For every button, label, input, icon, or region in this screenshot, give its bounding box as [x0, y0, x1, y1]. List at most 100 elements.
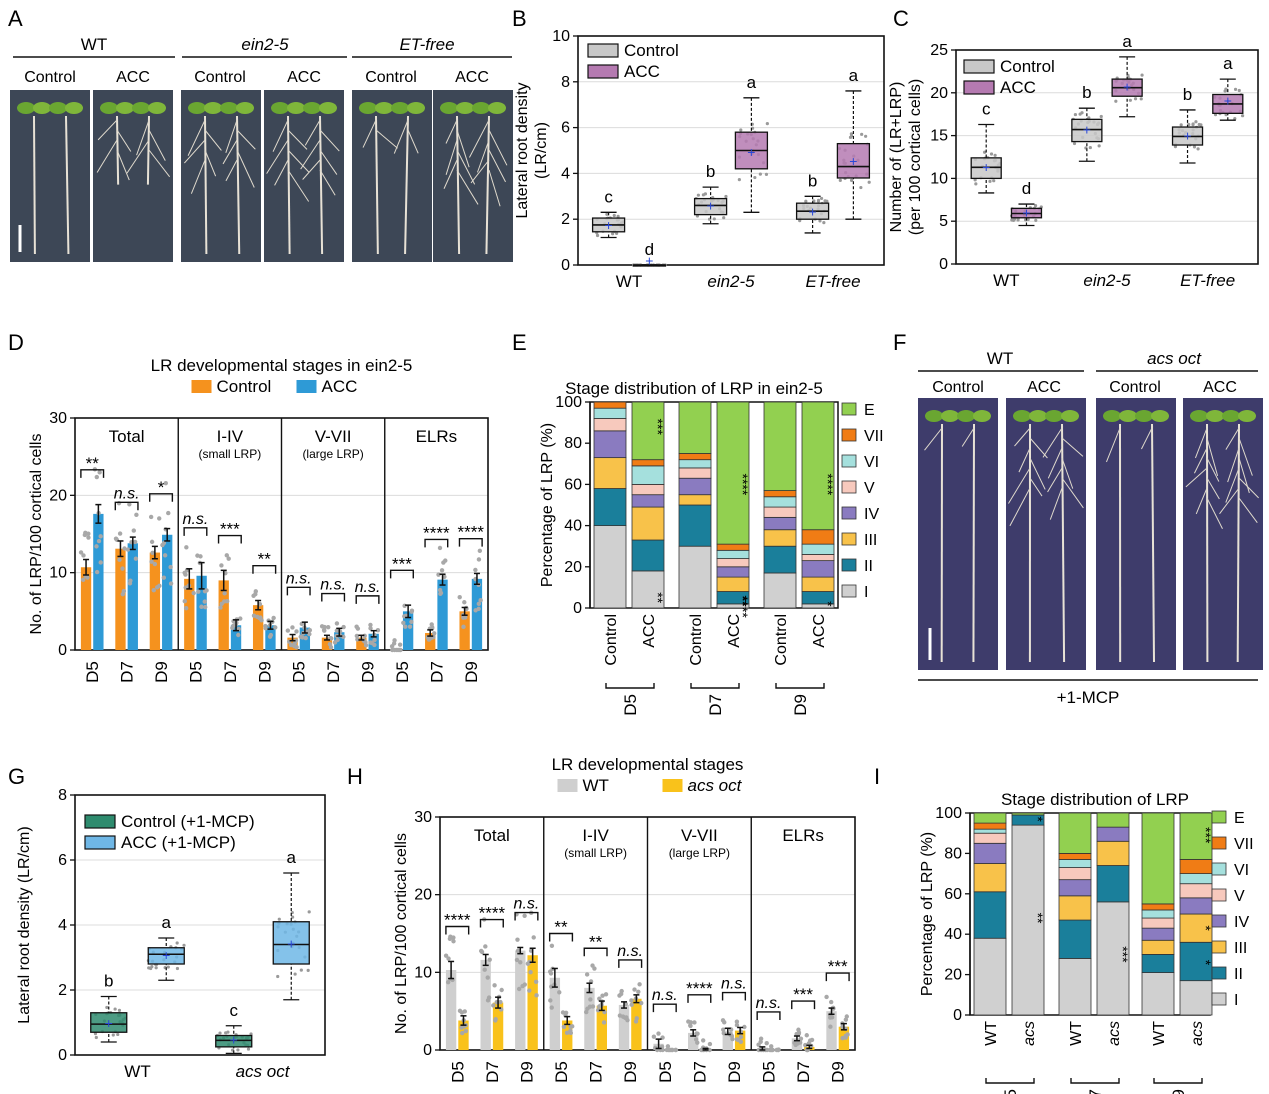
data-point — [183, 606, 189, 611]
data-point — [94, 1035, 98, 1040]
data-point — [298, 634, 303, 639]
x-tick-label: D9 — [255, 661, 274, 683]
stacked-segment — [801, 543, 835, 555]
data-point — [798, 1036, 804, 1041]
lateral-root — [266, 139, 289, 174]
box-chart-c: 0 5 10 15 20 25 Number of (LR+LRP) (per 100 cor… — [888, 32, 1259, 290]
data-point — [94, 474, 99, 480]
bar — [230, 625, 242, 650]
legend-label: Control — [624, 41, 679, 60]
data-point — [78, 550, 84, 555]
y-tick-label: 60 — [564, 476, 582, 493]
data-point — [276, 974, 280, 979]
stacked-segment — [801, 560, 835, 578]
data-point — [236, 1048, 240, 1052]
cotyledon — [204, 102, 222, 114]
lateral-root — [924, 427, 943, 451]
bar — [437, 579, 448, 650]
data-point — [798, 219, 802, 223]
stacked-segment — [593, 525, 627, 609]
data-point — [1088, 145, 1092, 150]
legend-label: Control (+1-MCP) — [121, 812, 255, 831]
section-title: V-VII — [315, 427, 352, 446]
photo-frame — [1096, 398, 1176, 670]
data-point — [739, 128, 743, 132]
data-point — [438, 590, 444, 596]
data-point — [483, 944, 488, 949]
photo-frame — [93, 90, 173, 262]
data-point — [564, 1030, 570, 1036]
stacked-segment — [1058, 919, 1092, 959]
cotyledon — [488, 102, 506, 114]
legend-label: II — [1234, 966, 1243, 983]
x-tick-label: D7 — [221, 661, 240, 683]
legend-label: Control — [1000, 57, 1055, 76]
bar — [722, 1031, 733, 1050]
significance-letter: c — [230, 1001, 239, 1020]
primary-root — [404, 115, 409, 255]
panel-letter-c: C — [893, 6, 909, 31]
data-point — [993, 153, 997, 157]
group-label: D7 — [1086, 1089, 1105, 1094]
lateral-root — [148, 129, 166, 161]
data-point — [1139, 97, 1143, 101]
data-point — [615, 231, 619, 235]
data-point — [307, 910, 311, 914]
data-point — [476, 606, 481, 612]
y-axis-label: No. of LRP/100 cortical cells — [393, 833, 410, 1034]
significance-bracket — [217, 534, 242, 544]
group-bracket — [690, 683, 740, 689]
stacked-segment — [631, 465, 665, 485]
photo-frame — [10, 90, 90, 262]
significance-label: n.s. — [756, 995, 782, 1012]
bar — [584, 987, 595, 1050]
plot-frame — [955, 49, 1259, 265]
data-point — [588, 997, 593, 1002]
panel-letter-b: B — [512, 6, 527, 31]
legend-swatch — [296, 380, 317, 393]
stacked-segment — [716, 558, 750, 568]
significance-label: n.s. — [514, 896, 540, 913]
stacked-segment — [801, 554, 835, 562]
cotyledon — [303, 102, 321, 114]
data-point — [463, 1028, 469, 1034]
lateral-root — [1049, 487, 1063, 520]
lateral-root — [1238, 477, 1259, 499]
stacked-segment — [678, 401, 712, 454]
data-point — [134, 512, 139, 518]
significance-letter: b — [1183, 85, 1192, 104]
data-point — [850, 134, 854, 138]
cotyledon — [359, 102, 377, 114]
data-point — [94, 544, 99, 549]
x-category-label: ET-free — [1180, 271, 1235, 290]
legend-swatch — [557, 779, 578, 792]
data-point — [368, 622, 373, 628]
data-point — [528, 969, 533, 975]
primary-root — [236, 115, 241, 255]
y-tick-label: 10 — [930, 170, 948, 187]
stacked-segment — [1179, 941, 1213, 982]
data-point — [335, 637, 340, 643]
data-point — [166, 965, 170, 969]
lateral-root — [1029, 477, 1043, 497]
x-tick-label: acs — [1021, 1021, 1038, 1046]
mean-marker: + — [849, 153, 857, 169]
data-point — [277, 917, 281, 921]
data-point — [549, 1005, 554, 1010]
data-point — [492, 983, 497, 988]
x-category-label: WT — [124, 1062, 150, 1081]
data-point — [548, 998, 553, 1003]
data-point — [409, 619, 414, 625]
primary-root — [456, 115, 461, 255]
section-subtitle: (large LRP) — [669, 846, 730, 860]
lateral-root — [488, 169, 501, 207]
significance-bracket — [114, 501, 139, 511]
data-point — [988, 179, 992, 183]
data-point — [184, 545, 189, 550]
x-tick-label: D7 — [118, 661, 137, 683]
data-point — [804, 199, 808, 203]
lateral-root — [1014, 427, 1031, 447]
data-point — [461, 624, 466, 630]
mean-marker: + — [605, 217, 613, 233]
section-title: Total — [109, 427, 145, 446]
